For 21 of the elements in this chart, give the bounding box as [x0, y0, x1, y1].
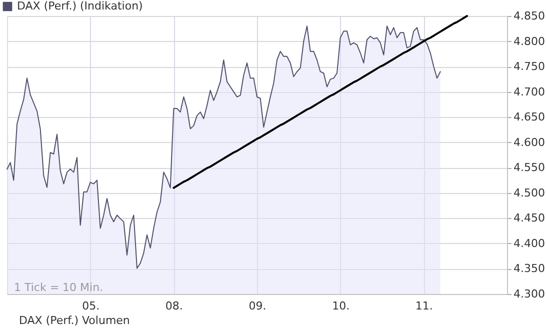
- y-tick-label: 4.650: [514, 110, 545, 124]
- x-tick-label: 09.: [248, 300, 266, 312]
- x-tick-label: 10.: [332, 300, 350, 312]
- y-tick-label: 4.700: [514, 85, 545, 98]
- text: DAX (Perf.) Volumen: [19, 314, 130, 327]
- line-series: [172, 15, 468, 189]
- y-tick-label: 4.600: [514, 136, 545, 149]
- x-tick-label: 11.: [415, 300, 433, 312]
- y-tick-label: 4.500: [514, 186, 545, 200]
- y-tick-label: 4.750: [514, 60, 545, 74]
- x-tick-label: 05.: [82, 300, 100, 312]
- y-tick-label: 4.850: [514, 10, 545, 22]
- annotation: 1 Tick = 10 Min.: [14, 281, 104, 294]
- y-tick-label: 4.400: [514, 236, 545, 250]
- y-tick-label: 4.300: [514, 288, 545, 300]
- legend-label: DAX (Perf.) (Indikation): [17, 0, 143, 12]
- y-tick-label: 4.550: [514, 161, 545, 174]
- x-tick-label: 08.: [165, 300, 183, 312]
- y-tick-label: 4.800: [514, 34, 545, 48]
- y-tick-label: 4.450: [514, 212, 545, 225]
- y-tick-label: 4.350: [514, 262, 545, 276]
